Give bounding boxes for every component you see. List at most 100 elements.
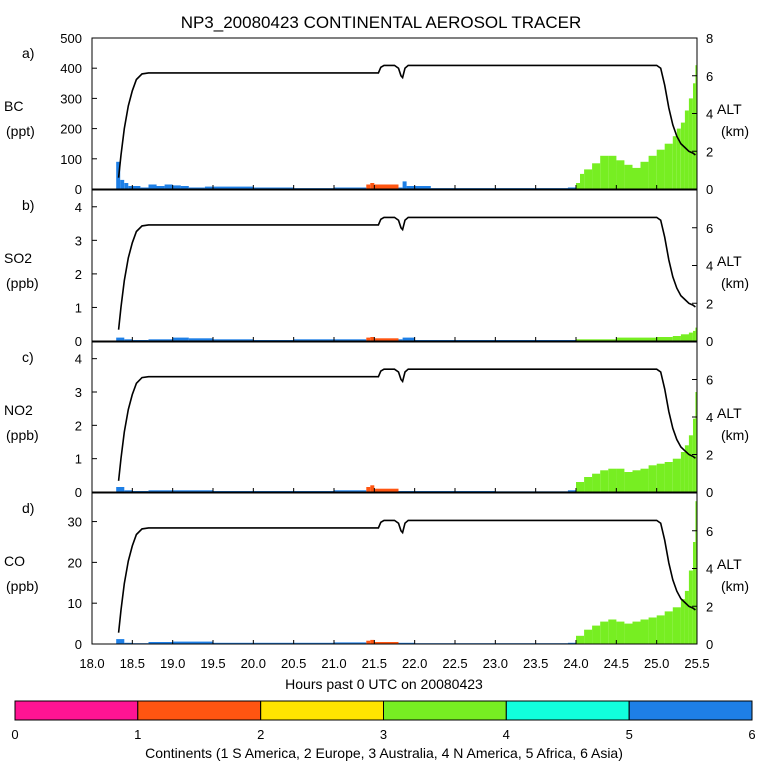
tracer-bar xyxy=(600,470,609,492)
alt-label: ALT xyxy=(717,556,742,572)
tracer-bar xyxy=(680,122,685,189)
y-tick-label: 4 xyxy=(75,200,82,215)
colorbar-tick-label: 6 xyxy=(748,727,755,742)
tracer-bar xyxy=(608,468,617,492)
tracer-bar xyxy=(213,642,254,644)
altitude-line xyxy=(117,519,696,633)
x-tick-label: 24.5 xyxy=(604,656,629,671)
alt-tick-label: 0 xyxy=(706,637,713,652)
tracer-bar xyxy=(172,185,181,189)
alt-tick-label: 4 xyxy=(706,410,713,425)
tracer-bar xyxy=(402,337,415,341)
tracer-bar xyxy=(656,463,665,492)
alt-tick-label: 4 xyxy=(706,259,713,274)
so2-tracer-bars xyxy=(116,327,697,341)
tracer-bar xyxy=(693,83,696,189)
tracer-bar xyxy=(616,468,625,492)
x-tick-label: 20.5 xyxy=(281,656,306,671)
tracer-bar xyxy=(567,642,576,644)
tracer-bar xyxy=(576,635,585,644)
colorbar-segment xyxy=(260,700,385,721)
tracer-bar xyxy=(600,621,609,644)
colorbar-tick-label: 2 xyxy=(257,727,264,742)
y-tick-label: 400 xyxy=(60,61,82,76)
alt-tick-label: 2 xyxy=(706,599,713,614)
tracer-bar xyxy=(584,477,593,492)
y-tick-label: 2 xyxy=(75,418,82,433)
tracer-bar xyxy=(120,179,125,189)
alt-unit: (km) xyxy=(721,427,749,443)
tracer-bar xyxy=(366,337,371,341)
y-tick-label: 1 xyxy=(75,300,82,315)
tracer-bar xyxy=(128,186,141,189)
panel-frame xyxy=(91,492,698,645)
tracer-bar xyxy=(688,435,693,492)
tracer-bar xyxy=(398,642,415,644)
tracer-bar xyxy=(116,337,125,341)
x-tick-label: 23.0 xyxy=(483,656,508,671)
tracer-bar xyxy=(688,332,693,341)
tracer-bar xyxy=(624,623,633,644)
y-tick-label: 200 xyxy=(60,122,82,137)
species-unit: (ppt) xyxy=(6,123,35,139)
panel-letter: b) xyxy=(22,197,34,213)
colorbar-tick-label: 3 xyxy=(380,727,387,742)
alt-tick-label: 0 xyxy=(706,334,713,349)
tracer-bar xyxy=(374,184,399,189)
panel-frame xyxy=(91,189,698,342)
tracer-bar xyxy=(334,490,367,492)
tracer-bar xyxy=(124,642,133,644)
tracer-bar xyxy=(616,160,625,189)
tracer-bar xyxy=(116,639,125,644)
x-tick-label: 22.0 xyxy=(402,656,427,671)
x-tick-label: 25.0 xyxy=(644,656,669,671)
alt-tick-label: 6 xyxy=(706,69,713,84)
tracer-bar xyxy=(374,642,399,644)
panel-letter: a) xyxy=(22,45,34,61)
tracer-bar xyxy=(124,183,129,189)
tracer-bar xyxy=(334,339,367,341)
tracer-bar xyxy=(592,163,601,189)
y-tick-label: 20 xyxy=(68,555,82,570)
alt-tick-label: 6 xyxy=(706,524,713,539)
tracer-bar xyxy=(680,334,689,341)
tracer-bar xyxy=(334,642,367,644)
alt-tick-label: 4 xyxy=(706,107,713,122)
alt-tick-label: 0 xyxy=(706,182,713,197)
tracer-bar xyxy=(366,487,371,492)
y-tick-label: 0 xyxy=(75,182,82,197)
species-label: BC xyxy=(4,98,23,114)
tracer-bar xyxy=(584,169,593,189)
alt-unit: (km) xyxy=(721,275,749,291)
tracer-bar xyxy=(608,155,617,189)
chart-title: NP3_20080423 CONTINENTAL AEROSOL TRACER xyxy=(181,13,582,32)
panel-co: 0 10 20 30 0 2 4 6 d) CO (ppb) ALT (km) xyxy=(4,492,749,652)
alt-unit: (km) xyxy=(721,578,749,594)
no2-tracer-bars xyxy=(116,392,697,492)
tracer-bar xyxy=(370,639,375,644)
tracer-bar xyxy=(608,619,617,644)
co-tracer-bars xyxy=(116,501,697,644)
tracer-bar xyxy=(672,607,681,644)
altitude-line xyxy=(117,368,696,481)
x-tick-label: 21.5 xyxy=(362,656,387,671)
tracer-bar xyxy=(567,490,576,492)
colorbar-label: Continents (1 S America, 2 Europe, 3 Aus… xyxy=(145,745,623,761)
y-tick-label: 500 xyxy=(60,31,82,46)
tracer-bar xyxy=(406,186,431,189)
tracer-bar xyxy=(584,629,593,644)
y-tick-label: 2 xyxy=(75,267,82,282)
tracer-bar xyxy=(672,458,681,492)
colorbar-tick-label: 5 xyxy=(626,727,633,742)
tracer-bar xyxy=(148,339,173,341)
tracer-bar xyxy=(632,621,641,644)
x-tick-label: 25.5 xyxy=(684,656,709,671)
tracer-bar xyxy=(124,339,133,341)
tracer-bar xyxy=(253,642,294,644)
alt-tick-label: 8 xyxy=(706,31,713,46)
panel-bc: 0 100 200 300 400 500 0 2 4 6 8 a) BC (ppt) ALT (km) xyxy=(4,31,749,197)
tracer-bar xyxy=(334,187,367,189)
alt-label: ALT xyxy=(717,101,742,117)
colorbar-segment xyxy=(505,700,630,721)
